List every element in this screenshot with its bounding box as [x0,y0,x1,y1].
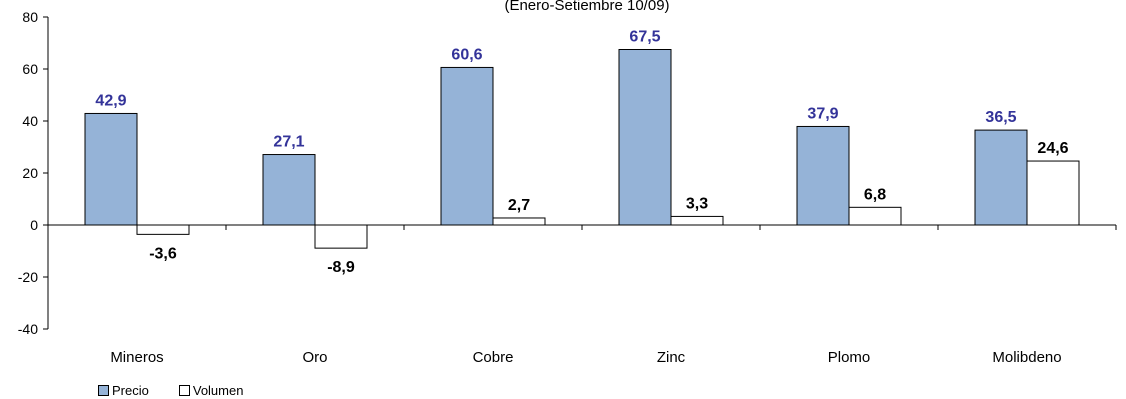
category-label: Cobre [473,349,514,366]
bar-precio [796,125,850,226]
data-label-volumen: -8,9 [327,259,355,276]
category-label: Plomo [828,349,871,366]
y-tick-label: 20 [22,165,38,181]
bar-precio [84,112,138,226]
legend-swatch-precio [98,385,109,396]
legend-label-volumen: Volumen [192,383,244,398]
legend-swatch-volumen [178,385,190,396]
legend-item-precio: Precio [98,383,149,398]
category-label: Mineros [110,349,163,366]
category-label: Zinc [657,349,686,366]
bar-volumen [492,217,546,226]
data-label-precio: 60,6 [451,46,482,63]
bar-volumen [848,206,902,226]
bar-precio [262,154,316,226]
data-label-precio: 37,9 [807,105,838,122]
category-labels: Mineros Oro Cobre Zinc Plomo Molibdeno [110,349,1061,366]
data-label-volumen: 3,3 [686,195,708,212]
data-labels: 42,9 -3,6 27,1 -8,9 60,6 2,7 67,5 3,3 37,9 6,8 36,… [95,29,1068,277]
legend: Precio Volumen [98,383,243,398]
category-label: Molibdeno [992,349,1061,366]
chart-subtitle: (Enero-Setiembre 10/09) [504,0,669,14]
y-tick-label: 60 [22,61,38,77]
y-tick-label: -20 [18,269,38,285]
data-label-precio: 42,9 [95,92,126,109]
bars [84,49,1080,249]
bar-volumen [314,224,368,249]
bar-chart: (Enero-Setiembre 10/09) -40-20020406080 … [18,0,1117,366]
legend-label-precio: Precio [112,383,149,398]
y-tick-label: 40 [22,113,38,129]
data-label-volumen: 2,7 [508,197,530,214]
bar-precio [618,49,672,226]
y-tick-label: -40 [18,321,38,337]
y-tick-label: 80 [22,9,38,25]
data-label-volumen: 6,8 [864,186,886,203]
legend-item-volumen: Volumen [178,383,244,398]
bar-precio [440,66,494,226]
data-label-precio: 27,1 [273,134,304,151]
axes: -40 -20 0 20 40 60 80 [18,9,1117,337]
bar-volumen [1026,160,1080,226]
bar-volumen [136,224,190,235]
y-tick-label: 0 [30,217,38,233]
data-label-precio: 67,5 [629,29,660,46]
category-label: Oro [302,349,327,366]
data-label-volumen: 24,6 [1037,140,1068,157]
bar-precio [974,129,1028,226]
bar-volumen [670,215,724,226]
data-label-volumen: -3,6 [149,245,177,262]
data-label-precio: 36,5 [985,109,1016,126]
